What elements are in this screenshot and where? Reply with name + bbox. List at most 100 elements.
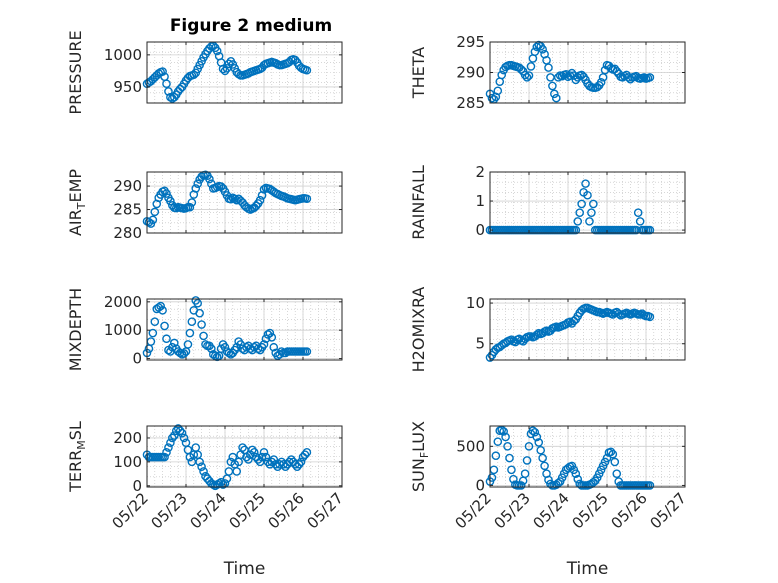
data-point [493,86,503,96]
data-point [522,73,532,82]
data-point [195,308,204,318]
data-point [612,66,622,76]
y-tick-label: 5 [475,335,485,353]
data-point [538,453,547,463]
data-point [548,81,557,91]
data-point [150,317,160,326]
data-point [583,190,592,200]
y-tick-label: 950 [113,78,142,96]
data-point [520,469,530,479]
x-tick-label: 05/25 [226,489,269,532]
data-point [207,344,216,353]
data-point [259,448,269,457]
data-point [608,449,618,459]
data-point [571,469,581,479]
subplot-sunflux: 0 500 SUNFLUX 05/2205/2305/2405/2505/2605/2… [409,421,690,579]
data-point [524,442,534,451]
data-point [567,68,577,78]
data-point [249,448,259,457]
data-point [269,342,279,352]
subplot-terrmsl: 0 100 200 TERRMSL 05/2205/2305/2405/2505/260… [66,421,347,579]
y-axis-label-part: SUN [409,458,428,492]
data-point [296,457,306,467]
data-point [168,342,177,352]
data-point [164,87,173,96]
data-point [197,320,206,329]
axes-box [489,425,686,488]
x-tick-label: 05/23 [491,489,534,532]
data-point [577,199,586,209]
data-point [538,45,547,54]
y-tick-label: 290 [113,177,142,195]
data-point [175,426,185,436]
y-tick-label: 1000 [104,46,142,64]
data-point [187,198,197,207]
data-point [499,427,508,436]
data-point [294,459,304,469]
figure-title: Figure 2 medium [170,16,332,36]
data-point [487,473,497,482]
data-point [177,428,187,438]
data-point [540,461,549,471]
axes-box [146,41,343,104]
y-axis-label: MIXDEPTH [66,288,85,371]
data-point [169,338,179,348]
y-axis-label-subscript: M [75,440,88,450]
data-point [602,453,612,463]
data-point [162,79,171,89]
x-tick-label: 05/22 [452,489,495,532]
y-axis-label-subscript: F [418,452,431,458]
y-tick-label: 1000 [104,321,142,339]
data-point [532,330,542,340]
data-point [148,328,158,338]
data-point [267,333,277,342]
data-point [493,437,503,446]
data-point [526,62,536,71]
data-point [162,334,171,344]
subplot-airtemp: 280 285 290 AIRTEMP [66,169,343,242]
y-axis-label: RAINFALL [409,165,428,240]
data-point [505,453,514,463]
data-point [524,71,534,80]
y-tick-label: 0 [132,350,142,368]
subplot-rainfall: 0 1 2 RAINFALL [409,163,686,240]
data-point [573,217,583,226]
data-point [189,70,199,80]
data-point [160,321,169,331]
y-tick-label: 500 [456,437,485,455]
data-point [162,189,171,198]
y-axis-label: AIRTEMP [66,169,88,236]
data-point [585,217,594,226]
data-point [179,349,189,358]
data-point [244,455,253,464]
data-point [164,443,173,452]
y-axis-label-part: TERR [66,450,85,493]
data-point [251,201,261,211]
y-axis-label-part: EMP [66,169,85,203]
data-point [571,225,581,235]
data-point [532,432,542,442]
y-tick-label: 0 [475,221,485,239]
data-point [150,207,160,217]
data-point [169,431,179,440]
data-point [624,73,633,82]
y-tick-label: 295 [456,33,485,51]
data-point [193,179,202,189]
data-point [544,63,553,72]
data-point [573,474,583,484]
data-point [238,443,247,452]
data-point [302,448,312,457]
data-point [534,438,544,447]
axes-box [146,298,343,361]
data-point [187,317,197,326]
data-point [269,455,279,464]
data-point [185,328,195,338]
data-point [158,306,167,315]
data-point [175,348,185,358]
data-point [516,481,526,490]
data-point [520,70,530,80]
data-point [587,208,596,217]
data-point [581,179,590,188]
y-axis-label-subscript: T [75,202,88,210]
